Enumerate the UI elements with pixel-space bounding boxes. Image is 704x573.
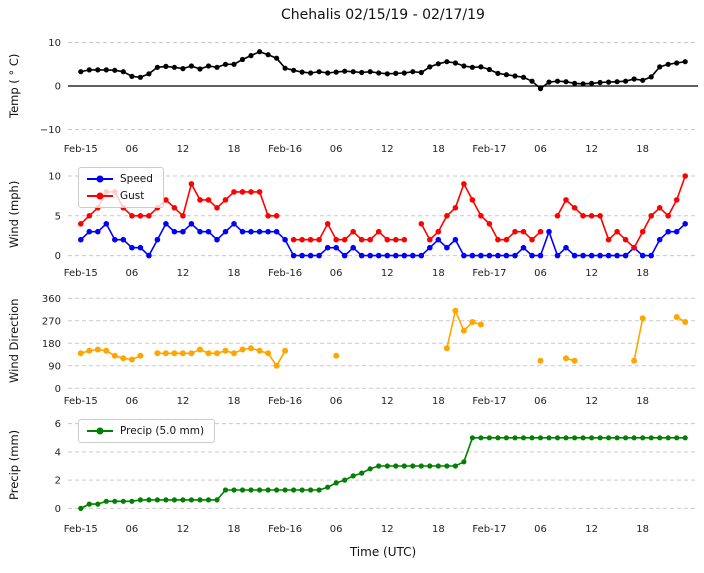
- speed-line-swatch: [87, 175, 113, 183]
- svg-text:Feb-16: Feb-16: [268, 524, 302, 535]
- svg-text:06: 06: [534, 396, 547, 407]
- svg-text:18: 18: [228, 268, 241, 279]
- gust-legend-label: Gust: [120, 190, 145, 202]
- svg-text:12: 12: [585, 268, 598, 279]
- svg-text:Feb-17: Feb-17: [472, 524, 506, 535]
- svg-text:06: 06: [125, 524, 138, 535]
- svg-text:Feb-17: Feb-17: [472, 396, 506, 407]
- precip-legend: Precip (5.0 mm): [78, 419, 216, 443]
- svg-text:Feb-16: Feb-16: [268, 144, 302, 155]
- svg-text:06: 06: [534, 144, 547, 155]
- svg-text:18: 18: [432, 268, 445, 279]
- svg-text:06: 06: [330, 524, 343, 535]
- svg-text:12: 12: [585, 396, 598, 407]
- precip-marker-icon: [96, 427, 104, 435]
- svg-text:180: 180: [42, 339, 61, 350]
- precip-line-swatch: [87, 427, 113, 435]
- svg-text:0: 0: [55, 504, 61, 515]
- speed-marker-icon: [96, 175, 104, 183]
- svg-text:18: 18: [432, 396, 445, 407]
- svg-text:Feb-15: Feb-15: [64, 268, 98, 279]
- svg-text:06: 06: [330, 268, 343, 279]
- svg-text:18: 18: [636, 268, 649, 279]
- svg-text:18: 18: [228, 396, 241, 407]
- svg-text:18: 18: [228, 524, 241, 535]
- svg-text:12: 12: [177, 396, 190, 407]
- svg-text:Feb-15: Feb-15: [64, 524, 98, 535]
- svg-text:6: 6: [55, 419, 61, 430]
- precip-chart: 0 2 4 6 Feb-15 06 12 18 Feb-16 06 12 18 Feb-17 06 12 18: [55, 419, 698, 535]
- svg-text:Feb-16: Feb-16: [268, 396, 302, 407]
- svg-text:06: 06: [125, 144, 138, 155]
- wind-legend: Speed Gust: [78, 167, 164, 208]
- svg-text:Feb-17: Feb-17: [472, 268, 506, 279]
- gust-marker-icon: [96, 192, 104, 200]
- svg-text:0: 0: [55, 251, 61, 262]
- x-axis-label: Time (UTC): [349, 545, 417, 559]
- svg-text:2: 2: [55, 476, 61, 487]
- svg-text:12: 12: [585, 144, 598, 155]
- page-title: Chehalis 02/15/19 - 02/17/19: [281, 7, 485, 23]
- svg-text:06: 06: [125, 396, 138, 407]
- svg-text:12: 12: [177, 524, 190, 535]
- svg-text:18: 18: [636, 144, 649, 155]
- svg-text:−10: −10: [40, 125, 61, 136]
- svg-text:06: 06: [534, 524, 547, 535]
- svg-text:4: 4: [55, 447, 61, 458]
- speed-legend-label: Speed: [120, 173, 153, 185]
- svg-text:06: 06: [330, 144, 343, 155]
- svg-text:18: 18: [432, 144, 445, 155]
- legend-item-precip: Precip (5.0 mm): [87, 425, 204, 437]
- svg-text:90: 90: [48, 361, 61, 372]
- svg-text:0: 0: [55, 82, 61, 93]
- svg-text:12: 12: [177, 268, 190, 279]
- legend-item-speed: Speed: [87, 173, 153, 185]
- svg-text:10: 10: [48, 171, 61, 182]
- svg-text:12: 12: [381, 144, 394, 155]
- svg-text:12: 12: [381, 396, 394, 407]
- gust-line-swatch: [87, 192, 113, 200]
- svg-text:18: 18: [636, 524, 649, 535]
- svg-text:0: 0: [55, 384, 61, 395]
- svg-text:06: 06: [330, 396, 343, 407]
- svg-text:12: 12: [177, 144, 190, 155]
- svg-text:12: 12: [381, 524, 394, 535]
- svg-text:18: 18: [228, 144, 241, 155]
- svg-text:18: 18: [432, 524, 445, 535]
- precip-legend-label: Precip (5.0 mm): [120, 425, 205, 437]
- svg-text:270: 270: [42, 316, 61, 327]
- svg-text:12: 12: [381, 268, 394, 279]
- svg-text:Feb-15: Feb-15: [64, 396, 98, 407]
- svg-text:12: 12: [585, 524, 598, 535]
- legend-item-gust: Gust: [87, 190, 153, 202]
- svg-text:Feb-15: Feb-15: [64, 144, 98, 155]
- wind-direction-chart: 0 90 180 270 360 Feb-15 06 12 18 Feb-16 06 12 18 Feb-…: [42, 294, 698, 407]
- svg-text:06: 06: [125, 268, 138, 279]
- svg-text:5: 5: [55, 211, 61, 222]
- svg-text:06: 06: [534, 268, 547, 279]
- svg-text:360: 360: [42, 294, 61, 305]
- svg-text:10: 10: [48, 38, 61, 49]
- svg-text:Feb-16: Feb-16: [268, 268, 302, 279]
- svg-text:Feb-17: Feb-17: [472, 144, 506, 155]
- svg-text:18: 18: [636, 396, 649, 407]
